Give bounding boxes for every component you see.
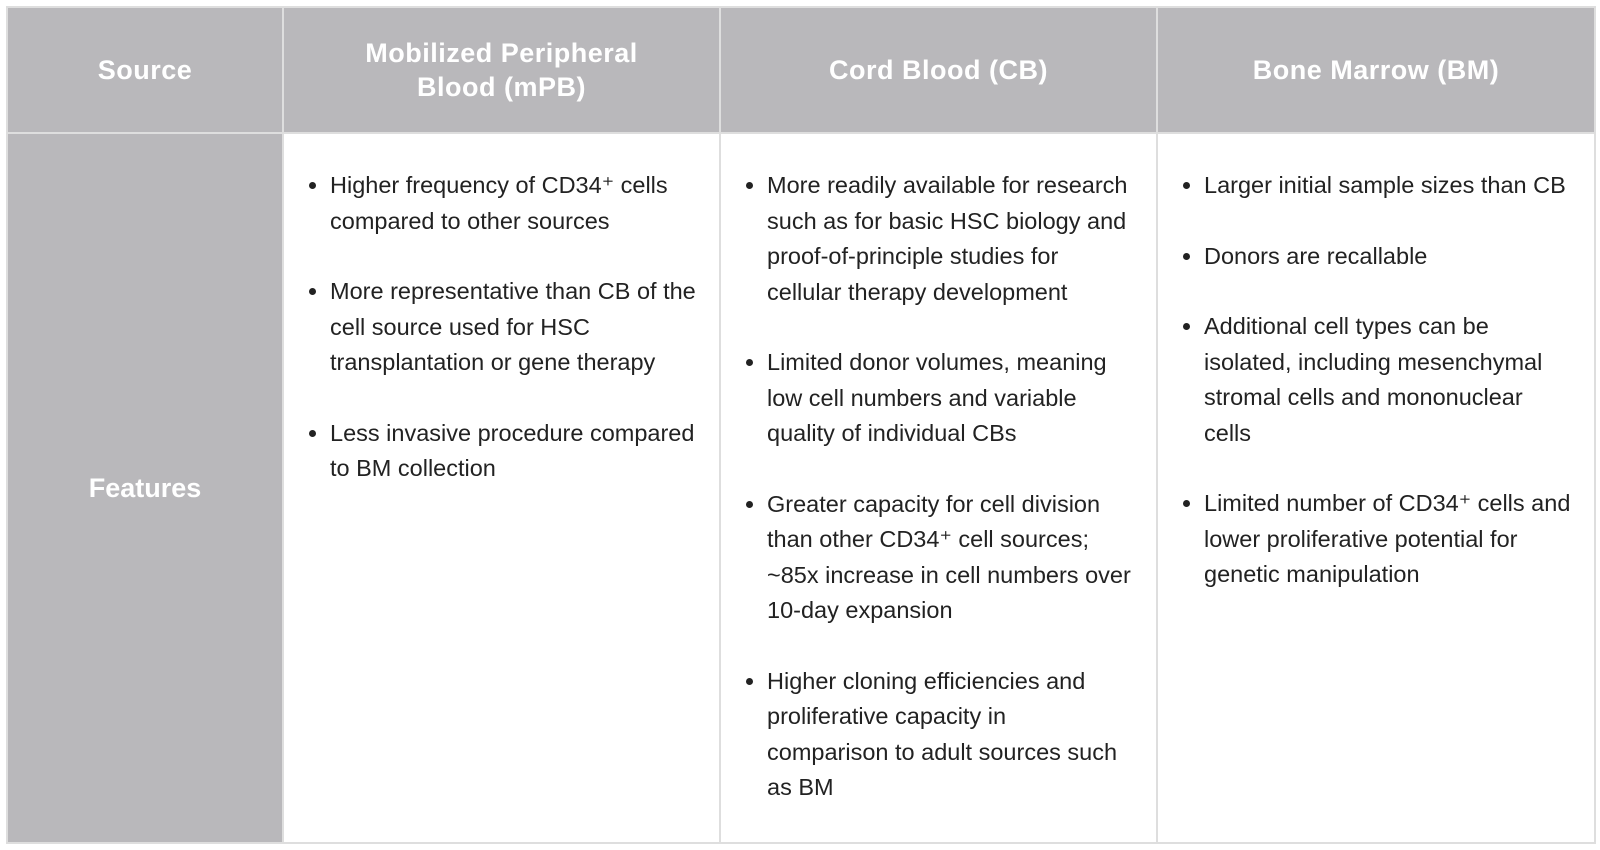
bullet-item: More readily available for research such… (767, 168, 1134, 310)
table-cell: Larger initial sample sizes than CB Donor… (1156, 132, 1596, 844)
header-cell: Bone Marrow (BM) (1156, 6, 1596, 134)
table-cell: More readily available for research such… (719, 132, 1158, 844)
bullet-item: Limited number of CD34⁺ cells and lower … (1204, 486, 1572, 593)
header-cell: Cord Blood (CB) (719, 6, 1158, 134)
bullet-item: Higher frequency of CD34⁺ cells compared… (330, 168, 697, 239)
bullet-item: Limited donor volumes, meaning low cell … (767, 345, 1134, 452)
bullet-item: Larger initial sample sizes than CB (1204, 168, 1572, 204)
comparison-table: Source Mobilized Peripheral Blood (mPB) … (6, 6, 1596, 844)
bullet-item: Donors are recallable (1204, 239, 1572, 275)
bullet-list: Higher frequency of CD34⁺ cells compared… (310, 168, 697, 487)
bullet-item: Less invasive procedure compared to BM c… (330, 416, 697, 487)
table-cell: Higher frequency of CD34⁺ cells compared… (282, 132, 721, 844)
bullet-item: Higher cloning efficiencies and prolifer… (767, 664, 1134, 806)
table-body: Features Higher frequency of CD34⁺ cells … (6, 132, 1596, 844)
bullet-list: More readily available for research such… (747, 168, 1134, 806)
row-label: Features (6, 132, 284, 844)
bullet-item: Additional cell types can be isolated, i… (1204, 309, 1572, 451)
table-row: Features Higher frequency of CD34⁺ cells … (6, 132, 1596, 844)
header-cell: Mobilized Peripheral Blood (mPB) (282, 6, 721, 134)
header-row: Source Mobilized Peripheral Blood (mPB) … (6, 6, 1596, 134)
bullet-list: Larger initial sample sizes than CB Donor… (1184, 168, 1572, 593)
bullet-item: Greater capacity for cell division than … (767, 487, 1134, 629)
bullet-item: More representative than CB of the cell … (330, 274, 697, 381)
header-cell: Source (6, 6, 284, 134)
